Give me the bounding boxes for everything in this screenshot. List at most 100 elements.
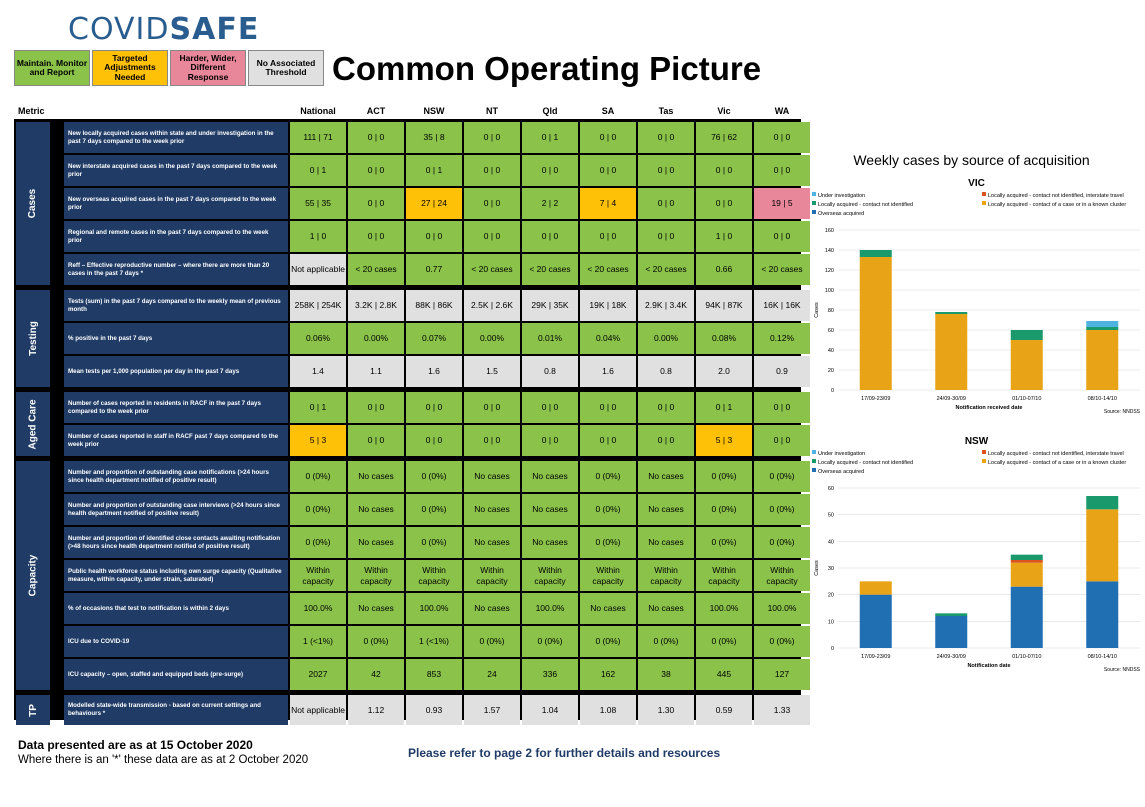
cell-vic: 2.0: [696, 356, 752, 387]
cell-national: Within capacity: [290, 560, 346, 591]
data-date: Data presented are as at 15 October 2020: [18, 738, 253, 752]
cell-vic: 1 | 0: [696, 221, 752, 252]
cell-sa: 0 | 0: [580, 155, 636, 186]
cell-nt: No cases: [464, 593, 520, 624]
x-tick-label: 01/10-07/10: [1012, 654, 1041, 660]
cell-wa: 0 (0%): [754, 527, 810, 558]
cell-qld: 1.04: [522, 695, 578, 725]
metric-label: Reff – Effective reproductive number – w…: [64, 254, 288, 285]
metric-label: ICU due to COVID-19: [64, 626, 288, 657]
group-label-capacity: Capacity: [16, 461, 50, 690]
cell-vic: 0 (0%): [696, 494, 752, 525]
cell-qld: Within capacity: [522, 560, 578, 591]
cell-qld: 0 | 1: [522, 122, 578, 153]
cell-act: 0 | 0: [348, 392, 404, 423]
cell-tas: Within capacity: [638, 560, 694, 591]
cell-nt: 0 | 0: [464, 122, 520, 153]
column-header-wa: WA: [774, 106, 790, 116]
cell-act: 1.1: [348, 356, 404, 387]
cell-nsw: 0.77: [406, 254, 462, 285]
metric-label: Number and proportion of outstanding cas…: [64, 461, 288, 492]
cell-sa: 0 (0%): [580, 461, 636, 492]
y-tick-label: 30: [828, 566, 834, 572]
cell-vic: 0 | 1: [696, 392, 752, 423]
cell-sa: 1.08: [580, 695, 636, 725]
cell-wa: 0 | 0: [754, 221, 810, 252]
metrics-table: Cases New locally acquired cases within s…: [14, 119, 810, 725]
cell-vic: 0.59: [696, 695, 752, 725]
cell-sa: No cases: [580, 593, 636, 624]
cell-nt: 0 | 0: [464, 155, 520, 186]
cell-national: 1 | 0: [290, 221, 346, 252]
cell-act: < 20 cases: [348, 254, 404, 285]
cell-tas: < 20 cases: [638, 254, 694, 285]
x-tick-label: 17/09-23/09: [861, 396, 890, 402]
cell-vic: 0.08%: [696, 323, 752, 354]
metric-label: % positive in the past 7 days: [64, 323, 288, 354]
y-tick-label: 10: [828, 619, 834, 625]
y-tick-label: 40: [828, 539, 834, 545]
bar-segment: [1086, 327, 1119, 330]
y-tick-label: 0: [831, 388, 834, 394]
cell-nsw: 0 | 1: [406, 155, 462, 186]
column-header-nsw: NSW: [423, 106, 445, 116]
cell-act: 1.12: [348, 695, 404, 725]
cell-wa: 0 | 0: [754, 425, 810, 456]
x-tick-label: 24/09-30/09: [937, 396, 966, 402]
cell-sa: 0.04%: [580, 323, 636, 354]
cell-act: No cases: [348, 527, 404, 558]
x-axis-label: Notification date: [967, 663, 1010, 669]
legend-swatch: [812, 201, 816, 205]
cell-nsw: 0.07%: [406, 323, 462, 354]
cell-wa: < 20 cases: [754, 254, 810, 285]
cell-qld: 0.01%: [522, 323, 578, 354]
cell-vic: 0 (0%): [696, 527, 752, 558]
bar-segment: [935, 613, 968, 616]
legend-label: Under investigation: [818, 451, 865, 457]
bar-segment: [1010, 562, 1043, 587]
cell-act: No cases: [348, 593, 404, 624]
cell-act: 0.00%: [348, 323, 404, 354]
legend-label: Locally acquired - contact not identifie…: [988, 193, 1124, 199]
y-axis-label: Cases: [814, 302, 820, 318]
page-title: Common Operating Picture: [332, 50, 762, 87]
metric-label: New overseas acquired cases in the past …: [64, 188, 288, 219]
cell-nsw: 1.6: [406, 356, 462, 387]
cell-act: 0 | 0: [348, 122, 404, 153]
cell-national: 0 (0%): [290, 494, 346, 525]
y-tick-label: 120: [825, 268, 834, 274]
legend-swatch: [812, 192, 816, 196]
bar-segment: [1086, 321, 1119, 327]
y-tick-label: 0: [831, 646, 834, 652]
y-tick-label: 40: [828, 348, 834, 354]
cell-sa: 0 | 0: [580, 392, 636, 423]
legend-label: Locally acquired - contact not identifie…: [988, 451, 1124, 457]
cell-qld: < 20 cases: [522, 254, 578, 285]
cell-act: 0 | 0: [348, 425, 404, 456]
y-tick-label: 60: [828, 486, 834, 492]
cell-tas: 1.30: [638, 695, 694, 725]
cell-wa: 0 | 0: [754, 392, 810, 423]
cell-tas: 0 | 0: [638, 188, 694, 219]
cell-nsw: 0 (0%): [406, 461, 462, 492]
cell-tas: No cases: [638, 494, 694, 525]
cell-wa: 0.12%: [754, 323, 810, 354]
x-tick-label: 01/10-07/10: [1012, 396, 1041, 402]
cell-act: 0 (0%): [348, 626, 404, 657]
legend-swatch: [982, 192, 986, 196]
cell-nsw: 0.93: [406, 695, 462, 725]
cell-qld: 0 | 0: [522, 392, 578, 423]
legend-swatch: [812, 459, 816, 463]
cell-wa: 1.33: [754, 695, 810, 725]
cell-nt: No cases: [464, 461, 520, 492]
y-tick-label: 50: [828, 513, 834, 519]
metric-label: % of occasions that test to notification…: [64, 593, 288, 624]
cell-qld: 0 | 0: [522, 155, 578, 186]
cell-act: No cases: [348, 461, 404, 492]
charts-title: Weekly cases by source of acquisition: [853, 152, 1090, 168]
bar-segment: [935, 314, 968, 390]
column-header-tas: Tas: [658, 106, 674, 116]
bar-segment: [859, 257, 892, 390]
cell-nt: 24: [464, 659, 520, 690]
cell-act: 3.2K | 2.8K: [348, 290, 404, 321]
